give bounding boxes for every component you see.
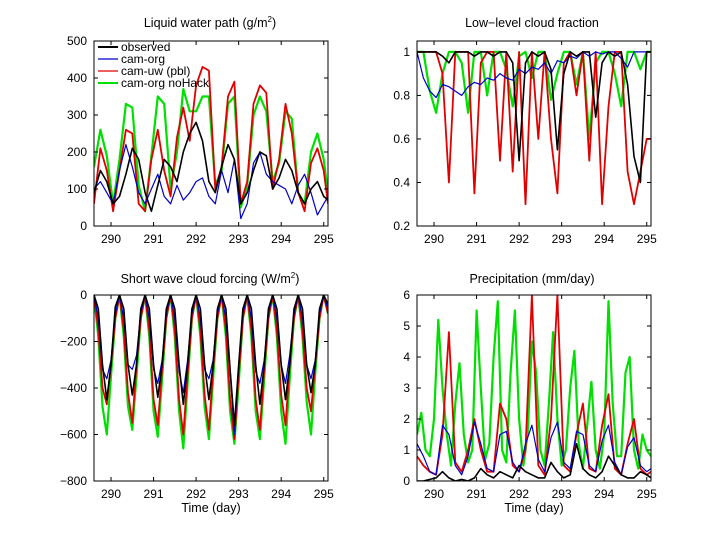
lwp-legend: observed cam-org cam-uw (pbl) cam-org no… xyxy=(98,40,210,90)
swcf-ytick-label: −400 xyxy=(60,381,87,395)
precip-xlabel: Time (day) xyxy=(504,501,563,515)
swcf-xtick-label: 290 xyxy=(101,487,121,501)
cf-ticks: 290 291 292 293 294 295 0.2 0.4 0.6 0.8 1 xyxy=(393,41,657,246)
swcf-xtick-label: 291 xyxy=(144,487,164,501)
swcf-series-lines xyxy=(94,295,328,450)
cf-line-cam-org xyxy=(417,51,651,99)
cf-axes-box xyxy=(416,40,652,227)
precip-line-cam-org xyxy=(417,421,651,476)
lwp-ytick-label: 100 xyxy=(67,182,87,196)
precip-ytick-label: 0 xyxy=(403,474,410,488)
cf-ytick-label: 0.2 xyxy=(393,219,410,233)
swcf-xtick-label: 293 xyxy=(229,487,249,501)
swcf-ticks: 290 291 292 293 294 295 −800 −600 −400 −200 0 xyxy=(60,288,334,501)
swcf-xtick-label: 292 xyxy=(186,487,206,501)
cf-line-cam-org-nohack xyxy=(417,50,651,140)
legend-label-cam-uw-pbl: cam-uw (pbl) xyxy=(121,64,190,78)
swcf-ytick-label: −800 xyxy=(60,474,87,488)
lwp-line-observed xyxy=(94,121,328,212)
precip-ytick-label: 1 xyxy=(403,443,410,457)
lwp-ytick-label: 0 xyxy=(80,219,87,233)
lwp-xtick-label: 291 xyxy=(144,232,164,246)
swcf-title: Short wave cloud forcing (W/m2) xyxy=(121,271,300,286)
lwp-xtick-label: 290 xyxy=(101,232,121,246)
panel-short-wave-cloud-forcing: Short wave cloud forcing (W/m2) 290 291 29… xyxy=(60,271,334,515)
lwp-title: Liquid water path (g/m2) xyxy=(144,15,276,30)
cf-series-lines xyxy=(417,50,651,206)
lwp-xtick-label: 292 xyxy=(186,232,206,246)
legend-label-cam-org-nohack: cam-org noHack xyxy=(121,76,210,90)
swcf-xtick-label: 295 xyxy=(314,487,334,501)
lwp-ytick-label: 200 xyxy=(67,145,87,159)
precip-ytick-label: 2 xyxy=(403,412,410,426)
lwp-line-cam-uw-pbl xyxy=(94,66,328,213)
cf-xtick-label: 293 xyxy=(552,232,572,246)
precip-xtick-label: 295 xyxy=(637,487,657,501)
swcf-line-observed xyxy=(94,295,328,427)
precip-title: Precipitation (mm/day) xyxy=(469,272,594,286)
lwp-ytick-label: 500 xyxy=(67,34,87,48)
lwp-axes-box xyxy=(93,40,329,227)
precip-ytick-label: 6 xyxy=(403,288,410,302)
swcf-ytick-label: −600 xyxy=(60,428,87,442)
precip-ytick-label: 5 xyxy=(403,319,410,333)
cf-ytick-label: 0.6 xyxy=(393,132,410,146)
cf-title: Low−level cloud fraction xyxy=(465,16,599,30)
lwp-line-cam-org xyxy=(94,144,328,220)
cf-xtick-label: 290 xyxy=(424,232,444,246)
lwp-ytick-label: 300 xyxy=(67,108,87,122)
precip-xtick-label: 291 xyxy=(467,487,487,501)
lwp-xtick-label: 294 xyxy=(271,232,291,246)
cf-xtick-label: 292 xyxy=(509,232,529,246)
lwp-xtick-label: 295 xyxy=(314,232,334,246)
panel-liquid-water-path: Liquid water path (g/m2) 290 291 292 293 294… xyxy=(67,15,334,246)
swcf-xlabel: Time (day) xyxy=(181,501,240,515)
precip-xtick-label: 290 xyxy=(424,487,444,501)
swcf-line-cam-org xyxy=(94,295,328,436)
legend-label-observed: observed xyxy=(121,40,170,54)
cf-xtick-label: 295 xyxy=(637,232,657,246)
cf-ytick-label: 0.8 xyxy=(393,88,410,102)
swcf-ytick-label: −200 xyxy=(60,335,87,349)
panel-low-level-cloud-fraction: Low−level cloud fraction 290 291 292 293 294… xyxy=(393,16,657,246)
lwp-ytick-label: 400 xyxy=(67,71,87,85)
lwp-ticks: 290 291 292 293 294 295 0 100 200 300 400 500 xyxy=(67,34,334,246)
swcf-ytick-label: 0 xyxy=(80,288,87,302)
precip-ytick-label: 4 xyxy=(403,350,410,364)
precip-xtick-label: 292 xyxy=(509,487,529,501)
cf-ytick-label: 1 xyxy=(403,45,410,59)
cf-line-observed xyxy=(417,51,651,184)
legend-label-cam-org: cam-org xyxy=(121,52,165,66)
lwp-xtick-label: 293 xyxy=(229,232,249,246)
precip-ticks: 290 291 292 293 294 295 0 1 2 3 4 5 6 xyxy=(403,288,657,501)
precip-ytick-label: 3 xyxy=(403,381,410,395)
panel-precipitation: Precipitation (mm/day) 290 291 292 293 294 29… xyxy=(403,272,657,515)
cf-xtick-label: 294 xyxy=(594,232,614,246)
precip-xtick-label: 293 xyxy=(552,487,572,501)
precip-xtick-label: 294 xyxy=(594,487,614,501)
cf-xtick-label: 291 xyxy=(467,232,487,246)
swcf-xtick-label: 294 xyxy=(271,487,291,501)
cf-ytick-label: 0.4 xyxy=(393,175,410,189)
lwp-series-lines xyxy=(94,66,328,220)
